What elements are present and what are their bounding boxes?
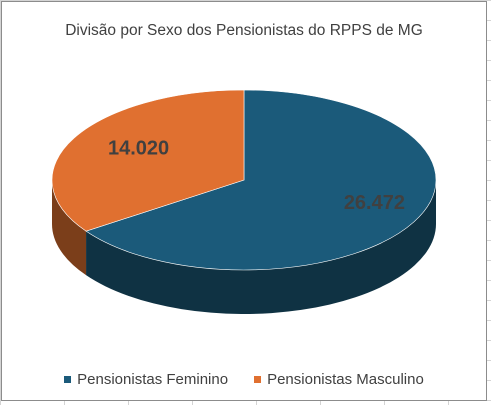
- legend-swatch-masculino: [254, 376, 262, 383]
- data-label-masculino: 14.020: [108, 137, 169, 159]
- legend-label-masculino: Pensionistas Masculino: [267, 371, 424, 388]
- pie-slice-feminino[interactable]: [85, 89, 437, 271]
- chart-title: Divisão por Sexo dos Pensionistas do RPP…: [65, 22, 423, 39]
- pie-side-masculino: [52, 180, 87, 276]
- chart-area[interactable]: Divisão por Sexo dos Pensionistas do RPP…: [1, 1, 487, 401]
- legend-item-feminino: Pensionistas Feminino: [64, 371, 228, 388]
- legend-item-masculino: Pensionistas Masculino: [254, 371, 424, 388]
- pie-chart: 26.472 14.020: [51, 89, 437, 315]
- data-label-feminino: 26.472: [344, 192, 405, 214]
- chart-legend: Pensionistas Feminino Pensionistas Mascu…: [2, 371, 486, 388]
- legend-label-feminino: Pensionistas Feminino: [77, 371, 229, 388]
- pie-slice-masculino[interactable]: [51, 89, 245, 232]
- pie-side-feminino: [86, 180, 437, 315]
- legend-swatch-feminino: [64, 376, 72, 383]
